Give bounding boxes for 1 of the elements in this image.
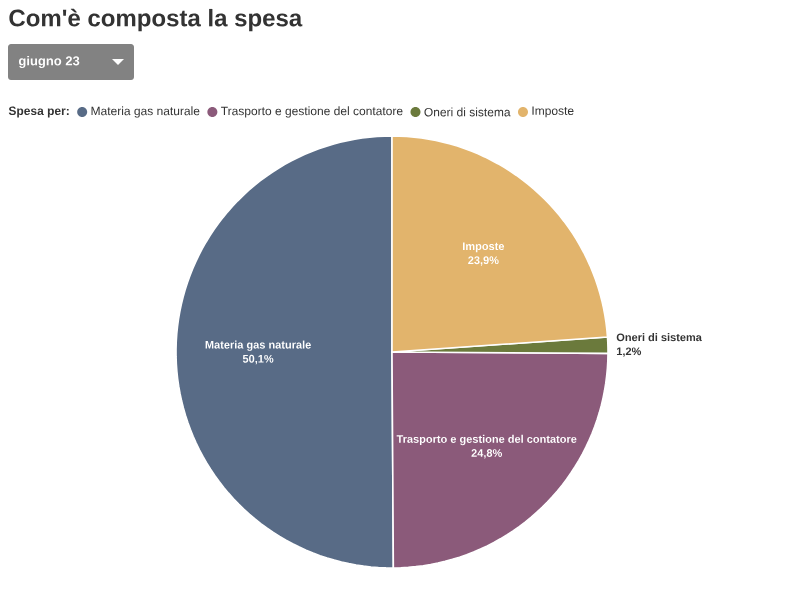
chart-title: Com'è composta la spesa [9,8,303,32]
